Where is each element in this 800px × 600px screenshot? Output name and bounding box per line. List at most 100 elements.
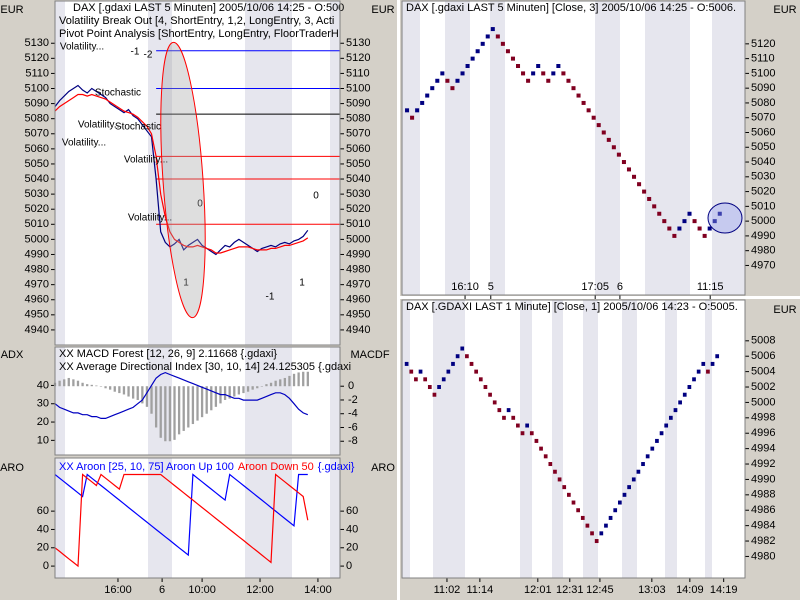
x-tick-label: 11:02 [434,584,461,596]
unit-label: EUR [371,4,394,16]
brick [536,64,541,69]
brick [692,377,696,382]
brick [616,152,621,157]
brick [567,492,571,497]
x-tick-label: 16:00 [104,584,132,596]
panel-title: XX MACD Forest [12, 26, 9] 2.11668 {.gda… [59,348,277,360]
y-tick-label: 5010 [346,218,370,230]
brick [576,93,581,98]
unit-label: ADX [1,349,24,361]
brick [485,34,490,39]
brick [687,211,692,216]
session-band [148,1,172,345]
brick [460,346,465,351]
y-tick-label: 5010 [25,218,49,230]
brick [697,226,702,231]
brick [717,211,722,216]
plot-border [401,299,746,579]
brick [561,71,566,76]
brick [427,385,432,390]
histogram-bar [72,379,75,387]
y-tick-label: 5020 [751,185,775,197]
x-tick-label: 12:01 [524,584,552,596]
histogram-bar [154,386,158,428]
brick [515,64,521,69]
brick [566,78,571,83]
x-tick-label: 5 [488,281,494,293]
brick [657,211,662,216]
brick [636,469,641,474]
y-tick-label: 5090 [751,82,775,94]
y-tick-label: 5080 [25,113,49,125]
histogram-bar [58,380,61,387]
histogram-bar [274,380,277,387]
brick [642,189,647,194]
annotation: -1 [266,292,275,303]
brick [576,508,580,513]
histogram-bar [196,386,199,421]
y-tick-label: 5002 [751,381,775,393]
brick [672,233,677,238]
histogram-bar [122,386,126,395]
brick [662,219,667,224]
brick [548,462,553,467]
annotation: 1 [299,278,305,289]
histogram-bar [104,386,107,389]
y-tick-label: 4970 [346,279,370,291]
brick [510,56,515,61]
session-band [622,300,637,578]
brick [410,115,415,120]
brick [596,123,601,128]
y-tick-label: 4992 [751,458,775,470]
y-tick-label: 5000 [25,233,49,245]
brick [637,182,642,187]
brick [465,64,470,69]
brick [551,71,556,76]
plot-area [55,458,340,578]
y-tick-label: 4990 [751,230,775,242]
y-tick-label: 5120 [25,52,49,64]
histogram-bar [136,386,139,400]
brick [525,423,530,428]
histogram-bar [251,386,254,390]
y-tick-label: 4960 [25,294,49,306]
histogram-bar [279,379,282,387]
brick [531,71,536,76]
brick [432,392,437,397]
annotation: 1 [183,278,189,289]
brick [435,78,440,83]
y-tick-label: 5100 [25,82,49,94]
histogram-bar [302,371,305,387]
y-tick-label: 5120 [346,52,370,64]
panel-title: DAX [.gdaxi LAST 5 Minuten] 2005/10/06 1… [73,2,344,14]
y-tick-label: 4940 [25,324,49,336]
y-tick-label: 5020 [346,203,370,215]
x-tick-label: 11:14 [467,584,494,596]
session-band [645,1,690,295]
brick [601,130,606,135]
histogram-bar [237,386,241,395]
brick [712,219,717,224]
brick [520,431,525,436]
brick [682,219,687,224]
histogram-bar [177,386,181,435]
brick [626,167,632,172]
brick [497,408,502,413]
y-tick-label: 40 [37,523,49,535]
y2-tick-label: -2 [348,394,358,406]
brick [650,446,655,451]
x-tick-label: 11:15 [697,281,724,293]
brick [451,361,455,366]
brick [647,196,652,201]
histogram-bar [214,386,218,407]
session-band [552,300,563,578]
histogram-bar [256,386,259,389]
brick [581,100,586,105]
panel-title: XX Aroon [25, 10, 75] Aroon Up 100 Aroon … [59,461,355,473]
brick [591,115,596,120]
series-line [54,473,309,568]
x-tick-label: 12:00 [246,584,274,596]
brick [539,446,543,451]
unit-label: MACDF [350,349,389,361]
